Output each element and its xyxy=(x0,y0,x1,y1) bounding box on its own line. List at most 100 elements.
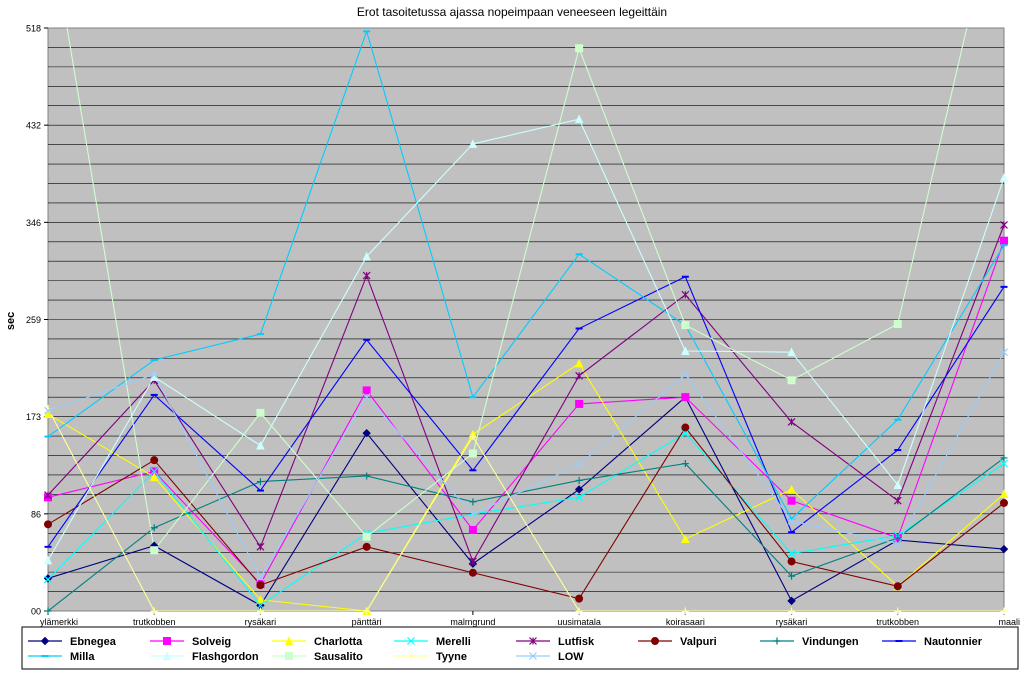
data-point-vindungen xyxy=(256,478,264,486)
data-point-nautonnier xyxy=(681,275,689,278)
data-point-valpuri xyxy=(787,557,796,566)
data-point-charlotta xyxy=(681,534,690,543)
legend-marker-merelli xyxy=(407,637,415,645)
data-point-nautonnier xyxy=(575,327,583,330)
data-point-sausalito xyxy=(787,376,796,385)
legend-label-sausalito: Sausalito xyxy=(314,651,363,663)
data-point-flashgordon xyxy=(43,555,53,565)
data-point-low xyxy=(44,406,52,415)
series-line-vindungen xyxy=(48,457,1004,611)
data-point-valpuri xyxy=(44,520,52,529)
data-point-flashgordon xyxy=(787,347,796,357)
x-tick-label: rysäkari xyxy=(245,617,277,627)
data-point-tyyne xyxy=(256,607,264,615)
data-point-merelli xyxy=(1000,459,1008,468)
data-point-valpuri xyxy=(256,581,265,590)
data-point-nautonnier xyxy=(1000,285,1008,288)
data-point-valpuri xyxy=(893,582,902,591)
data-point-charlotta xyxy=(999,489,1009,498)
data-point-valpuri xyxy=(150,456,159,465)
data-point-solveig xyxy=(575,399,584,408)
data-point-flashgordon xyxy=(893,480,903,489)
data-point-nautonnier xyxy=(469,469,477,472)
data-point-sausalito xyxy=(362,532,371,541)
data-point-valpuri xyxy=(468,568,477,577)
data-point-solveig xyxy=(468,525,477,534)
data-point-vindungen xyxy=(150,524,158,532)
data-point-low xyxy=(787,517,796,525)
data-point-low xyxy=(362,393,371,402)
y-tick-label: 432 xyxy=(26,121,41,131)
data-point-lutfisk xyxy=(575,371,584,380)
data-point-vindungen xyxy=(788,572,796,580)
data-point-solveig xyxy=(681,393,690,402)
legend-marker-valpuri xyxy=(651,637,659,645)
legend-label-valpuri: Valpuri xyxy=(680,636,717,648)
data-point-vindungen xyxy=(469,498,477,506)
data-point-low xyxy=(575,460,584,469)
legend-marker-tyyne xyxy=(407,652,415,660)
data-point-valpuri xyxy=(681,423,690,432)
data-point-charlotta xyxy=(574,358,584,368)
data-point-flashgordon xyxy=(362,251,371,261)
x-tick-label: trutkobben xyxy=(877,617,920,627)
y-tick-label: 00 xyxy=(31,607,41,617)
data-point-merelli xyxy=(44,575,52,584)
legend-marker-nautonnier xyxy=(895,640,903,642)
data-point-milla xyxy=(469,396,477,399)
y-tick-label: 86 xyxy=(31,509,41,519)
data-point-merelli xyxy=(787,549,796,558)
legend-marker-flashgordon xyxy=(162,651,172,660)
data-point-solveig xyxy=(1000,236,1008,245)
x-tick-label: malmgrund xyxy=(450,617,495,627)
data-point-tyyne xyxy=(788,607,796,615)
data-point-lutfisk xyxy=(1000,221,1008,229)
data-point-flashgordon xyxy=(574,114,584,124)
data-point-vindungen xyxy=(1000,454,1008,462)
legend-marker-vindungen xyxy=(773,637,781,645)
chart-title: Erot tasoitetussa ajassa nopeimpaan vene… xyxy=(357,5,667,19)
data-point-milla xyxy=(1000,244,1008,247)
data-point-merelli xyxy=(150,467,159,476)
data-point-milla xyxy=(363,30,371,33)
data-point-tyyne xyxy=(363,607,371,615)
legend-label-vindungen: Vindungen xyxy=(802,636,859,648)
legend-label-flashgordon: Flashgordon xyxy=(192,651,259,663)
series-line-valpuri xyxy=(48,426,1004,600)
legend-label-milla: Milla xyxy=(70,651,95,663)
data-point-nautonnier xyxy=(44,545,52,548)
legend-label-ebnegea: Ebnegea xyxy=(70,636,117,648)
data-point-tyyne xyxy=(1000,607,1008,615)
data-point-flashgordon xyxy=(468,139,478,148)
y-tick-label: 259 xyxy=(26,315,41,325)
data-point-flashgordon xyxy=(681,346,690,356)
legend-label-low: LOW xyxy=(558,651,584,663)
data-point-vindungen xyxy=(575,476,583,484)
data-point-charlotta xyxy=(787,484,796,494)
legend-label-lutfisk: Lutfisk xyxy=(558,636,595,648)
x-tick-label: maali xyxy=(998,617,1020,627)
legend-label-nautonnier: Nautonnier xyxy=(924,636,983,648)
data-point-lutfisk xyxy=(362,271,371,280)
data-point-low xyxy=(1000,348,1008,357)
y-tick-label: 346 xyxy=(26,218,41,228)
data-point-tyyne xyxy=(894,607,902,615)
x-tick-label: rysäkari xyxy=(776,617,808,627)
data-point-solveig xyxy=(787,496,796,505)
y-tick-label: 173 xyxy=(26,412,41,422)
data-point-nautonnier xyxy=(894,449,902,452)
data-point-valpuri xyxy=(575,594,584,603)
data-point-tyyne xyxy=(469,433,477,441)
x-tick-label: ylämerkki xyxy=(40,617,78,627)
data-point-sausalito xyxy=(256,408,265,417)
data-point-sausalito xyxy=(468,449,477,458)
data-point-lutfisk xyxy=(893,496,902,505)
data-point-charlotta xyxy=(149,472,159,482)
legend-label-merelli: Merelli xyxy=(436,636,471,648)
data-point-sausalito xyxy=(681,321,690,330)
x-tick-label: uusimatala xyxy=(557,617,601,627)
data-point-tyyne xyxy=(681,607,689,615)
data-point-milla xyxy=(150,359,158,362)
data-point-sausalito xyxy=(893,320,902,329)
